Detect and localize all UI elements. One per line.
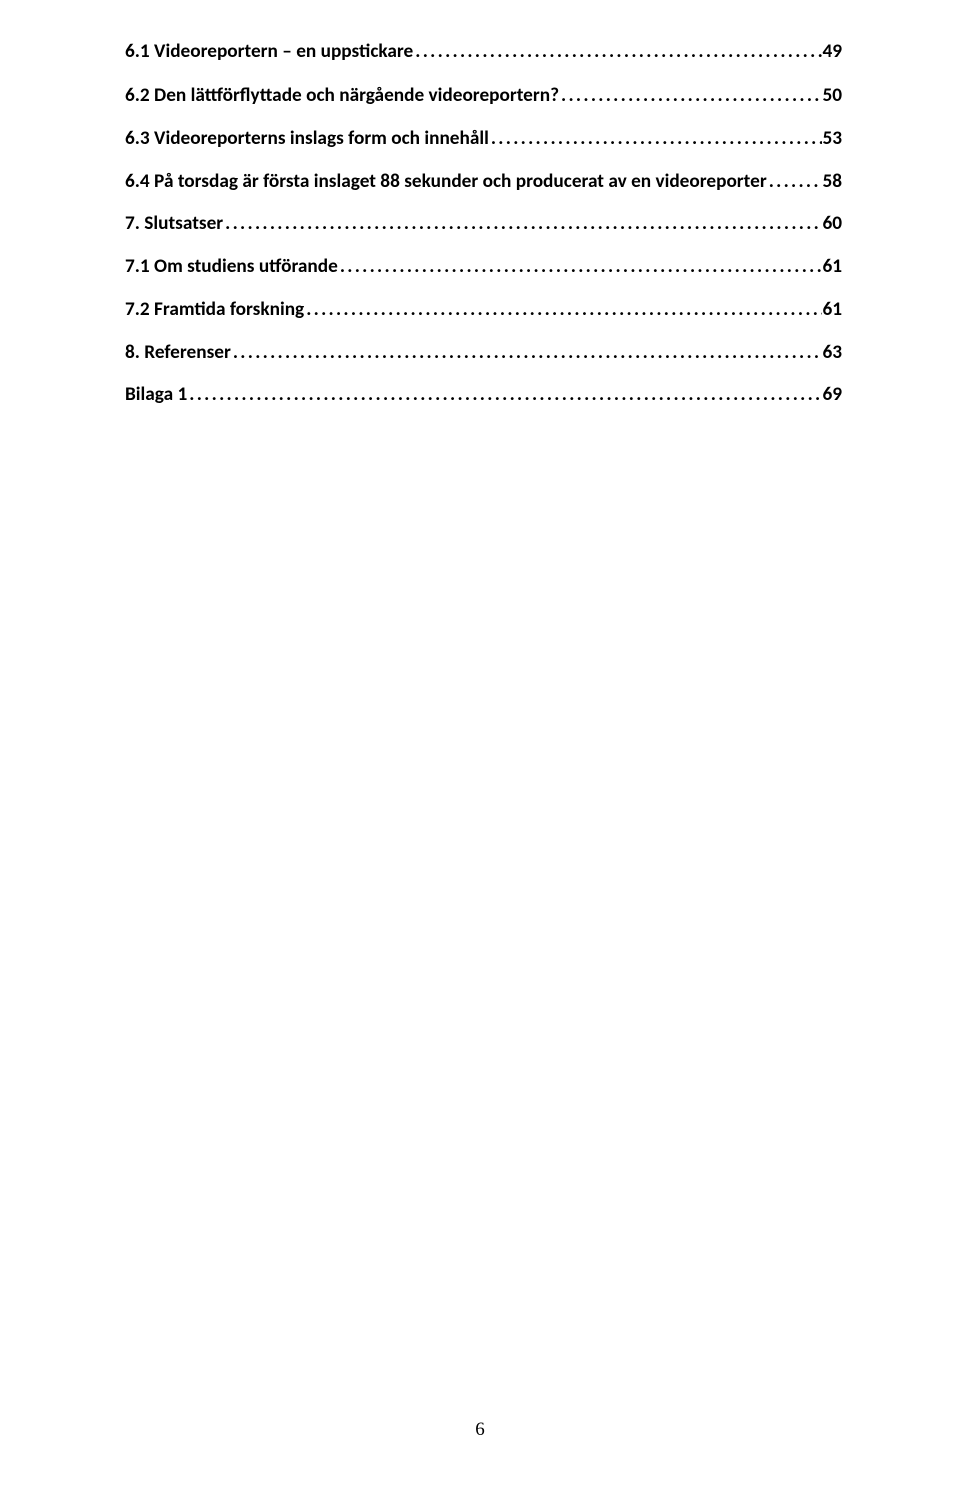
toc-entry-page: 61	[822, 296, 842, 325]
toc-entry-title: 7.1 Om studiens utförande	[125, 253, 338, 282]
toc-entry-page: 60	[822, 210, 842, 239]
toc-entry-page: 53	[822, 125, 842, 154]
toc-entry: 8. Referenser ..........................…	[125, 339, 842, 368]
toc-entry-title: 7. Slutsatser	[125, 210, 223, 239]
toc-dot-leader: ........................................…	[489, 125, 823, 154]
toc-dot-leader: ........................................…	[223, 210, 822, 239]
toc-entry-title: 8. Referenser	[125, 339, 231, 368]
toc-entry-page: 61	[822, 253, 842, 282]
table-of-contents: 6.1 Videoreportern – en uppstickare ....…	[125, 38, 842, 409]
page-number: 6	[0, 1419, 960, 1441]
toc-dot-leader: ........................................…	[413, 38, 822, 67]
toc-entry-title: 6.4 På torsdag är första inslaget 88 sek…	[125, 168, 767, 197]
toc-entry-title: 7.2 Framtida forskning	[125, 296, 304, 325]
toc-entry-title: 6.1 Videoreportern – en uppstickare	[125, 38, 413, 67]
toc-entry: 6.2 Den lättförflyttade och närgående vi…	[125, 82, 842, 111]
toc-dot-leader: ........................................…	[338, 253, 823, 282]
toc-dot-leader: ........................................…	[767, 168, 823, 197]
document-page: 6.1 Videoreportern – en uppstickare ....…	[0, 0, 960, 1497]
toc-entry-page: 63	[822, 339, 842, 368]
toc-entry: 7.1 Om studiens utförande ..............…	[125, 253, 842, 282]
toc-dot-leader: ........................................…	[231, 339, 823, 368]
toc-entry-title: 6.3 Videoreporterns inslags form och inn…	[125, 125, 489, 154]
toc-entry: 6.3 Videoreporterns inslags form och inn…	[125, 125, 842, 154]
toc-entry: 7.2 Framtida forskning .................…	[125, 296, 842, 325]
toc-entry-page: 49	[822, 38, 842, 67]
toc-entry: 7. Slutsatser ..........................…	[125, 210, 842, 239]
toc-dot-leader: ........................................…	[559, 82, 822, 111]
toc-entry-page: 50	[822, 82, 842, 111]
toc-entry: 6.4 På torsdag är första inslaget 88 sek…	[125, 168, 842, 197]
toc-entry: 6.1 Videoreportern – en uppstickare ....…	[125, 38, 842, 67]
toc-dot-leader: ........................................…	[304, 296, 822, 325]
toc-entry-page: 69	[822, 381, 842, 410]
toc-entry-title: 6.2 Den lättförflyttade och närgående vi…	[125, 82, 559, 111]
toc-entry-title: Bilaga 1	[125, 381, 187, 410]
toc-entry: Bilaga 1 ...............................…	[125, 381, 842, 410]
toc-dot-leader: ........................................…	[187, 381, 822, 410]
toc-entry-page: 58	[822, 168, 842, 197]
